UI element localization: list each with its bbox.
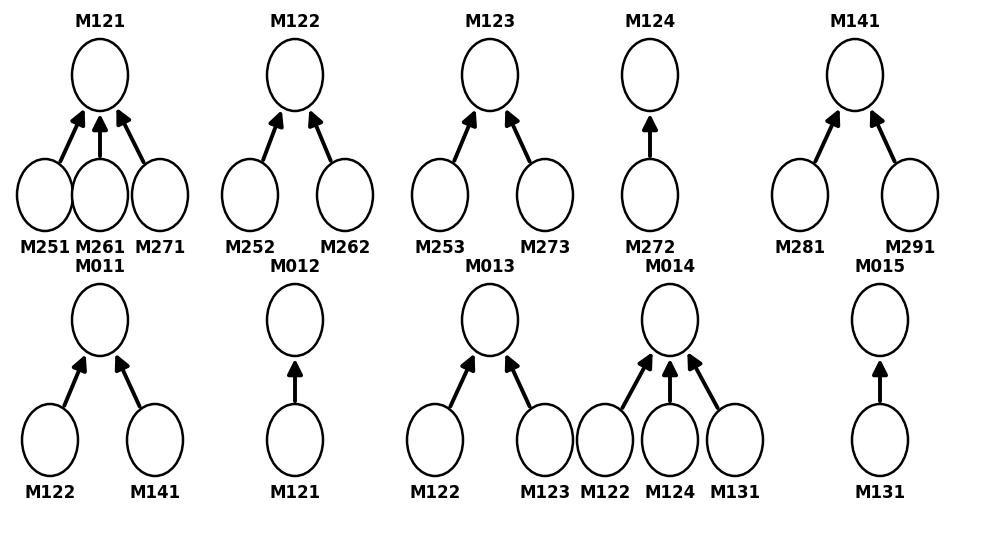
Text: M131: M131 <box>854 484 906 502</box>
Ellipse shape <box>22 404 78 476</box>
Text: M124: M124 <box>644 484 696 502</box>
Text: M271: M271 <box>134 239 186 257</box>
Text: M015: M015 <box>854 258 906 276</box>
Ellipse shape <box>622 159 678 231</box>
Text: M014: M014 <box>644 258 696 276</box>
Text: M122: M122 <box>409 484 461 502</box>
Text: M272: M272 <box>624 239 676 257</box>
Ellipse shape <box>132 159 188 231</box>
Text: M013: M013 <box>464 258 516 276</box>
Text: M123: M123 <box>464 13 516 31</box>
Ellipse shape <box>882 159 938 231</box>
Ellipse shape <box>72 159 128 231</box>
Text: M131: M131 <box>709 484 761 502</box>
Ellipse shape <box>577 404 633 476</box>
Text: M124: M124 <box>624 13 676 31</box>
Ellipse shape <box>622 39 678 111</box>
Ellipse shape <box>852 404 908 476</box>
Text: M141: M141 <box>129 484 181 502</box>
Ellipse shape <box>17 159 73 231</box>
Ellipse shape <box>462 39 518 111</box>
Text: M011: M011 <box>74 258 126 276</box>
Ellipse shape <box>267 284 323 356</box>
Ellipse shape <box>852 284 908 356</box>
Ellipse shape <box>642 404 698 476</box>
Ellipse shape <box>72 284 128 356</box>
Ellipse shape <box>72 39 128 111</box>
Text: M122: M122 <box>579 484 631 502</box>
Text: M141: M141 <box>829 13 881 31</box>
Ellipse shape <box>412 159 468 231</box>
Text: M262: M262 <box>319 239 371 257</box>
Ellipse shape <box>267 404 323 476</box>
Text: M273: M273 <box>519 239 571 257</box>
Text: M122: M122 <box>24 484 76 502</box>
Text: M122: M122 <box>269 13 321 31</box>
Text: M012: M012 <box>269 258 321 276</box>
Text: M281: M281 <box>774 239 826 257</box>
Text: M123: M123 <box>519 484 571 502</box>
Text: M261: M261 <box>74 239 126 257</box>
Text: M251: M251 <box>19 239 71 257</box>
Ellipse shape <box>707 404 763 476</box>
Ellipse shape <box>827 39 883 111</box>
Text: M121: M121 <box>269 484 321 502</box>
Text: M291: M291 <box>884 239 936 257</box>
Ellipse shape <box>407 404 463 476</box>
Ellipse shape <box>127 404 183 476</box>
Ellipse shape <box>772 159 828 231</box>
Ellipse shape <box>267 39 323 111</box>
Text: M121: M121 <box>74 13 126 31</box>
Ellipse shape <box>517 404 573 476</box>
Ellipse shape <box>517 159 573 231</box>
Ellipse shape <box>222 159 278 231</box>
Ellipse shape <box>317 159 373 231</box>
Ellipse shape <box>642 284 698 356</box>
Ellipse shape <box>462 284 518 356</box>
Text: M252: M252 <box>224 239 276 257</box>
Text: M253: M253 <box>414 239 466 257</box>
